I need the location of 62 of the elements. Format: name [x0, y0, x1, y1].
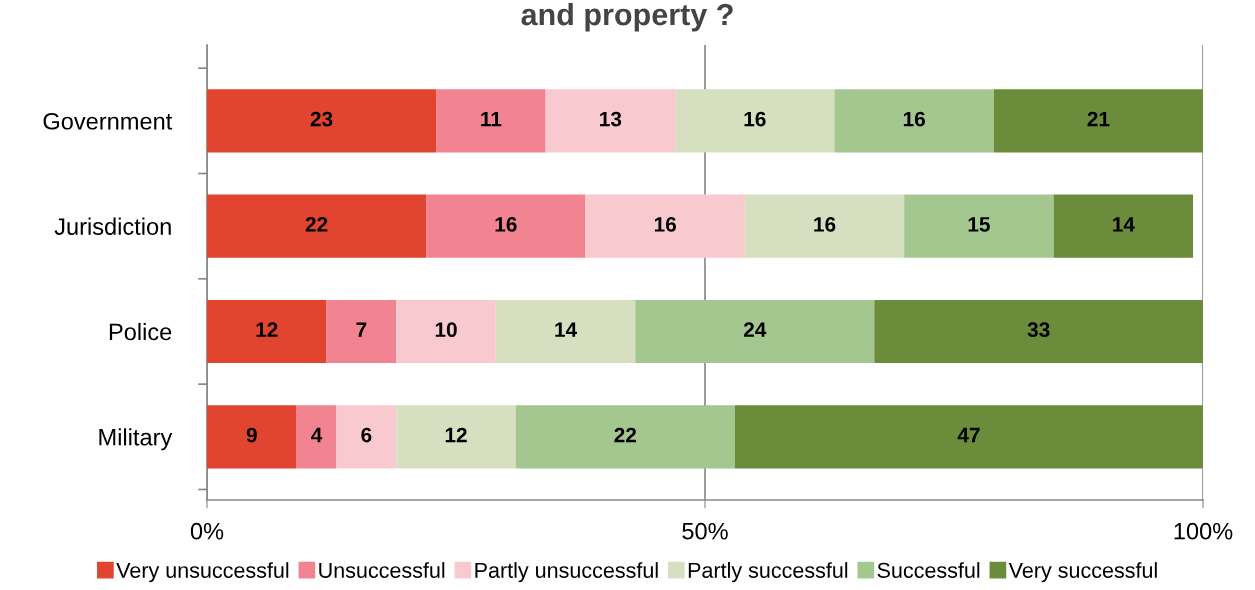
bar: [396, 405, 516, 469]
bar: [585, 194, 745, 258]
data-label: 22: [614, 427, 637, 443]
data-label: 23: [310, 111, 333, 127]
bar: [336, 405, 397, 469]
bar: [326, 299, 397, 364]
bar: [436, 89, 546, 153]
data-label: 22: [305, 217, 328, 232]
data-label: 6: [361, 427, 372, 443]
legend-label: Successful: [877, 562, 980, 578]
legend-label: Unsuccessful: [319, 562, 445, 578]
x-tick-label: 50%: [682, 522, 728, 540]
legend-label: Partly successful: [688, 562, 848, 583]
y-tick-label: Government: [43, 112, 173, 130]
data-label: 12: [445, 427, 467, 443]
data-label: 16: [903, 111, 925, 127]
legend-label: Partly unsuccessful: [475, 562, 658, 583]
data-label: 24: [743, 322, 767, 337]
bar: [545, 89, 676, 153]
data-label: 7: [356, 322, 367, 337]
bar: [744, 194, 905, 258]
bar: [207, 405, 297, 469]
bar: [675, 89, 835, 153]
y-tick-label: Jurisdiction: [54, 217, 171, 235]
x-tick-label: 0%: [190, 522, 224, 540]
y-tick-label: Police: [109, 322, 172, 341]
data-label: 14: [1113, 217, 1135, 232]
data-label: 11: [481, 111, 502, 127]
bar: [1053, 194, 1194, 258]
chart-title: and property ?: [521, 2, 733, 32]
y-tick-label: Military: [99, 428, 173, 451]
data-label: 12: [256, 322, 278, 337]
data-label: 21: [1087, 111, 1110, 127]
bar: [495, 299, 636, 364]
bar: [396, 299, 496, 364]
bar: [296, 405, 337, 469]
data-label: 33: [1027, 322, 1050, 338]
bar: [834, 89, 994, 153]
bar: [734, 405, 1203, 469]
data-label: 9: [246, 427, 257, 443]
data-label: 16: [814, 217, 836, 232]
data-label: 10: [435, 322, 457, 338]
bar: [207, 89, 437, 153]
bar: [904, 194, 1054, 258]
data-label: 47: [957, 427, 980, 443]
bar: [207, 194, 427, 258]
bar: [635, 299, 875, 364]
data-label: 15: [968, 217, 990, 232]
bar: [993, 89, 1203, 153]
data-label: 14: [555, 322, 578, 337]
bar: [426, 194, 586, 258]
data-label: 13: [600, 111, 622, 127]
legend-label: Very unsuccessful: [116, 562, 289, 583]
bar: [515, 405, 735, 469]
data-label: 16: [495, 217, 517, 232]
legend-label: Very successful: [1008, 562, 1157, 583]
bar: [207, 299, 327, 364]
data-label: 16: [744, 111, 766, 127]
data-label: 16: [654, 217, 676, 232]
data-label: 4: [311, 427, 323, 443]
bar: [874, 299, 1203, 364]
x-tick-label: 100%: [1174, 522, 1233, 540]
